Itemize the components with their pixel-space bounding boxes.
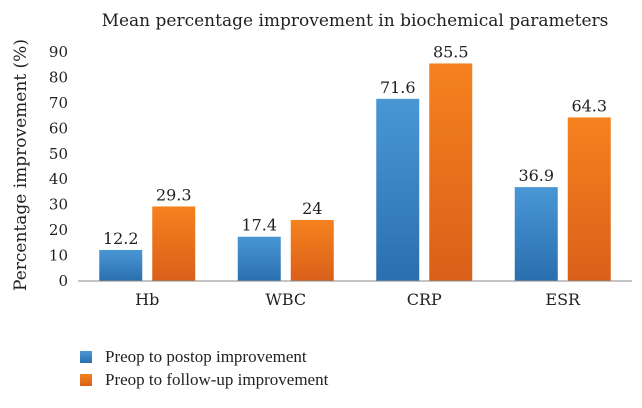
data-label: 85.5 [433,42,469,61]
data-label: 17.4 [241,216,277,235]
bar-chart-svg: Mean percentage improvement in biochemic… [11,11,632,309]
y-tick-label: 0 [58,272,68,290]
legend-item: Preop to follow-up improvement [80,368,328,391]
bar-followup-wbc [290,219,334,281]
chart-title: Mean percentage improvement in biochemic… [102,11,609,31]
x-category-label: Hb [135,290,159,309]
data-labels-group: 12.2 29.3 17.4 24 71.6 85.5 36.9 64.3 [103,42,607,248]
y-axis-ticks: 0 10 20 30 40 50 60 70 80 90 [49,43,68,290]
bar-followup-crp [429,63,473,282]
y-tick-label: 40 [49,170,68,188]
bar-postop-esr [514,187,558,281]
legend-label: Preop to follow-up improvement [105,369,329,389]
legend-swatch [80,350,92,363]
data-label: 36.9 [518,166,554,185]
y-tick-label: 70 [49,94,68,112]
data-label: 71.6 [380,78,416,97]
bar-postop-crp [376,98,420,281]
bar-postop-hb [99,249,143,281]
bar-followup-esr [567,117,611,282]
y-tick-label: 10 [49,247,68,265]
legend-label: Preop to postop improvement [105,346,307,366]
data-label: 24 [302,199,322,218]
y-tick-label: 50 [49,145,68,163]
y-tick-label: 80 [49,68,68,86]
legend-item: Preop to postop improvement [80,345,328,368]
y-tick-label: 20 [49,221,68,239]
legend-swatch [80,373,92,386]
bar-followup-hb [152,206,196,281]
x-category-label: ESR [545,290,581,309]
legend: Preop to postop improvement Preop to fol… [80,345,328,391]
y-tick-label: 60 [49,119,68,137]
x-axis-category-labels: Hb WBC CRP ESR [135,290,581,309]
y-tick-label: 90 [49,43,68,61]
x-category-label: CRP [407,290,442,309]
x-category-label: WBC [265,290,306,309]
bars-group [99,63,611,282]
data-label: 64.3 [571,96,607,115]
y-tick-label: 30 [49,196,68,214]
bar-postop-wbc [237,236,281,281]
y-axis-title: Percentage improvement (%) [11,39,31,291]
data-label: 29.3 [156,185,192,204]
data-label: 12.2 [103,229,139,248]
